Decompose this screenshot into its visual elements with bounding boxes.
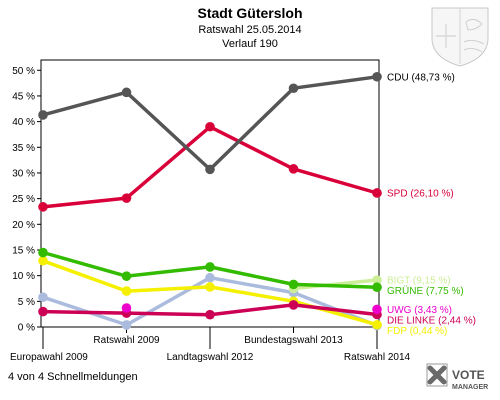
data-point: [121, 193, 132, 203]
data-point: [121, 303, 132, 313]
data-point: [372, 282, 382, 293]
data-point: [38, 255, 48, 266]
series-cdu: [38, 71, 382, 175]
data-point: [288, 300, 299, 310]
x-tick-label: Ratswahl 2009: [93, 335, 160, 346]
y-tick-label: 0 %: [18, 323, 35, 334]
x-tick-label: Landtagswahl 2012: [167, 352, 254, 363]
y-axis: 0 % 5 % 10 % 15 % 20 % 25 % 30 % 35 % 40 % 45 % 50…: [12, 66, 41, 334]
data-point: [288, 83, 299, 94]
data-point: [205, 272, 215, 283]
y-tick-label: 25 %: [12, 194, 35, 205]
chart-subtitle: Ratswahl 25.05.2014: [198, 24, 301, 36]
data-point: [121, 87, 132, 98]
series-end-label: FDP (0,44 %): [387, 326, 447, 337]
data-point: [372, 304, 382, 315]
x-axis: Europawahl 2009 Ratswahl 2009 Landtagswahl…: [10, 327, 411, 363]
series-die-linke: [38, 300, 382, 320]
data-point: [121, 286, 132, 296]
data-point: [205, 309, 215, 320]
y-tick-label: 20 %: [12, 220, 35, 231]
y-tick-label: 5 %: [18, 297, 35, 308]
data-point: [372, 188, 382, 198]
x-tick-label: Europawahl 2009: [10, 352, 88, 363]
data-point: [205, 164, 215, 175]
chart-title: Stadt Gütersloh: [197, 5, 302, 21]
vote-cross-icon: [426, 363, 448, 387]
series-spd: [38, 121, 382, 212]
data-point: [205, 282, 215, 292]
series-end-label: BIGT (9,15 %): [387, 276, 451, 287]
series-grüne: [38, 247, 382, 293]
series-end-label: CDU (48,73 %): [387, 72, 455, 83]
series-layer: [38, 71, 382, 331]
y-tick-label: 40 %: [12, 117, 35, 128]
coat-of-arms-logo: [431, 7, 489, 67]
y-tick-label: 10 %: [12, 271, 35, 282]
data-point: [121, 271, 132, 281]
vote-manager-logo: VOTE MANAGER: [426, 363, 488, 391]
data-point: [38, 306, 48, 317]
data-point: [38, 202, 48, 212]
data-point: [372, 71, 382, 82]
series-sonstige: [38, 272, 382, 331]
y-tick-label: 45 %: [12, 91, 35, 102]
data-point: [38, 247, 48, 258]
data-point: [288, 164, 299, 174]
footer-note: 4 von 4 Schnellmeldungen: [8, 371, 138, 383]
data-point: [372, 275, 382, 285]
y-tick-label: 35 %: [12, 143, 35, 154]
data-point: [38, 292, 48, 303]
data-point: [38, 110, 48, 120]
y-tick-label: 15 %: [12, 245, 35, 256]
y-tick-label: 30 %: [12, 168, 35, 179]
data-point: [205, 262, 215, 272]
series-label-layer: CDU (48,73 %) SPD (26,10 %) BIGT (9,15 %)G…: [387, 72, 476, 337]
series-end-label: DIE LINKE (2,44 %): [387, 315, 476, 326]
series-end-label: UWG (3,43 %): [387, 305, 452, 316]
series-end-label: GRÜNE (7,75 %): [387, 285, 464, 297]
series-end-label: SPD (26,10 %): [387, 188, 454, 199]
x-tick-label: Bundestagswahl 2013: [244, 335, 343, 346]
data-point: [288, 279, 299, 290]
series-uwg: [121, 303, 382, 315]
data-point: [205, 121, 215, 132]
x-tick-label: Ratswahl 2014: [344, 352, 411, 363]
logo-text-vote: VOTE: [452, 368, 485, 382]
chart-subtitle-2: Verlauf 190: [222, 38, 278, 50]
data-point: [372, 319, 382, 330]
y-tick-label: 50 %: [12, 66, 35, 77]
logo-text-manager: MANAGER: [452, 384, 488, 391]
data-point: [121, 320, 132, 330]
